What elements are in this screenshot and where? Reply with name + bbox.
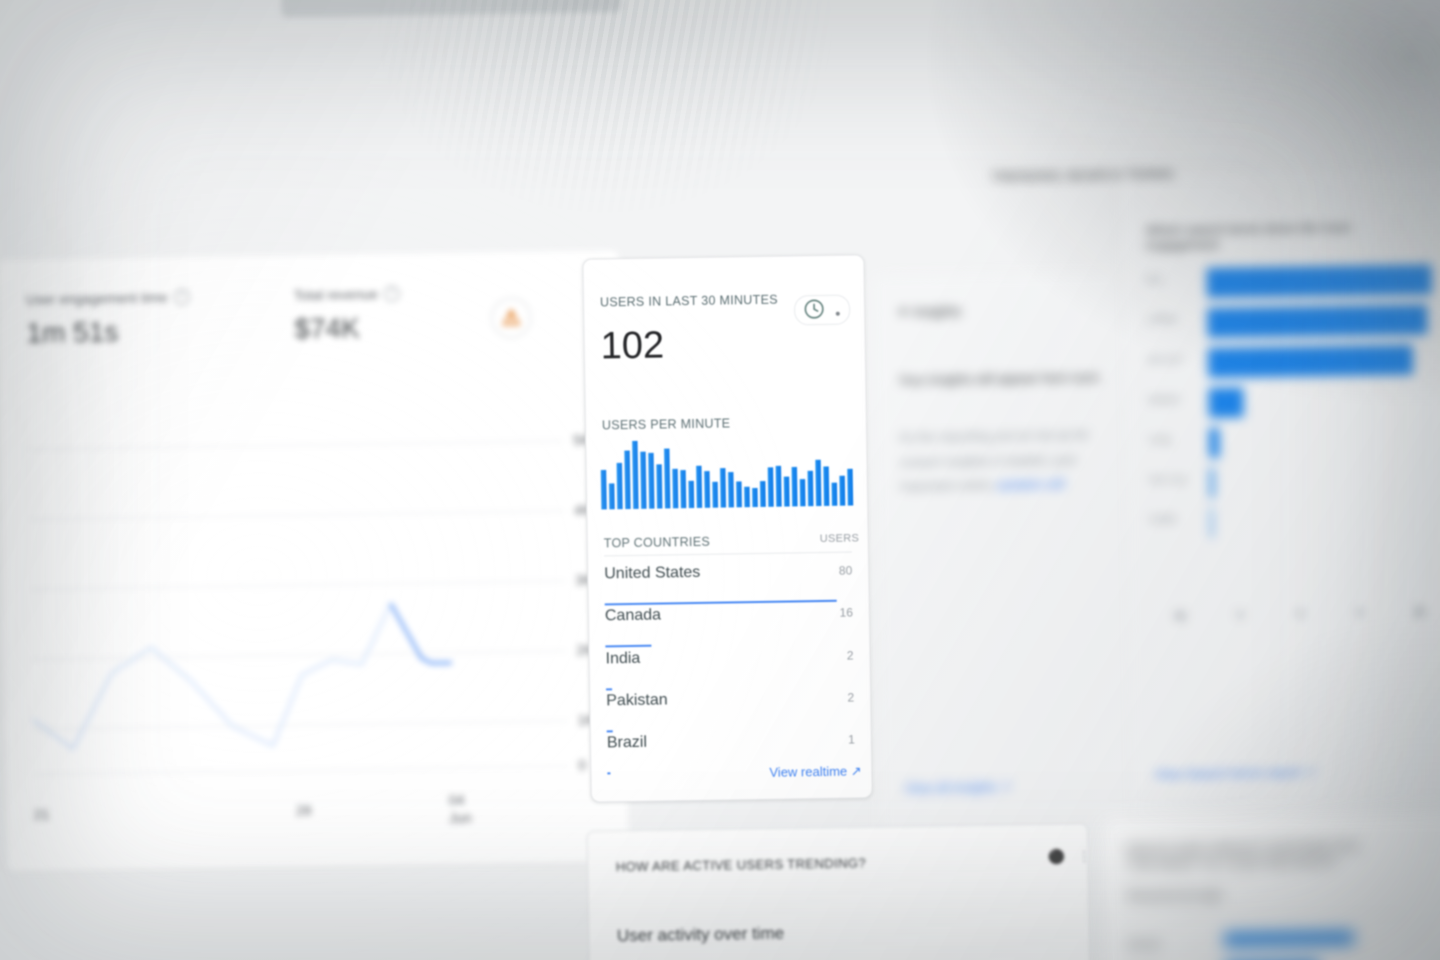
- svg-text:kettle: kettle: [1150, 513, 1176, 525]
- svg-text:teapot: teapot: [1148, 393, 1179, 405]
- svg-text:04: 04: [449, 792, 465, 808]
- svg-text:28: 28: [296, 802, 312, 818]
- svg-text:tea pot: tea pot: [1148, 353, 1182, 366]
- svg-text:coffee: coffee: [1147, 313, 1177, 325]
- svg-text:mug: mug: [1149, 434, 1171, 446]
- svg-text:tea: tea: [1147, 274, 1163, 286]
- svg-text:0: 0: [578, 757, 586, 773]
- svg-text:tea cup: tea cup: [1150, 473, 1186, 486]
- svg-text:Jun: Jun: [449, 810, 472, 826]
- svg-text:21: 21: [34, 806, 50, 822]
